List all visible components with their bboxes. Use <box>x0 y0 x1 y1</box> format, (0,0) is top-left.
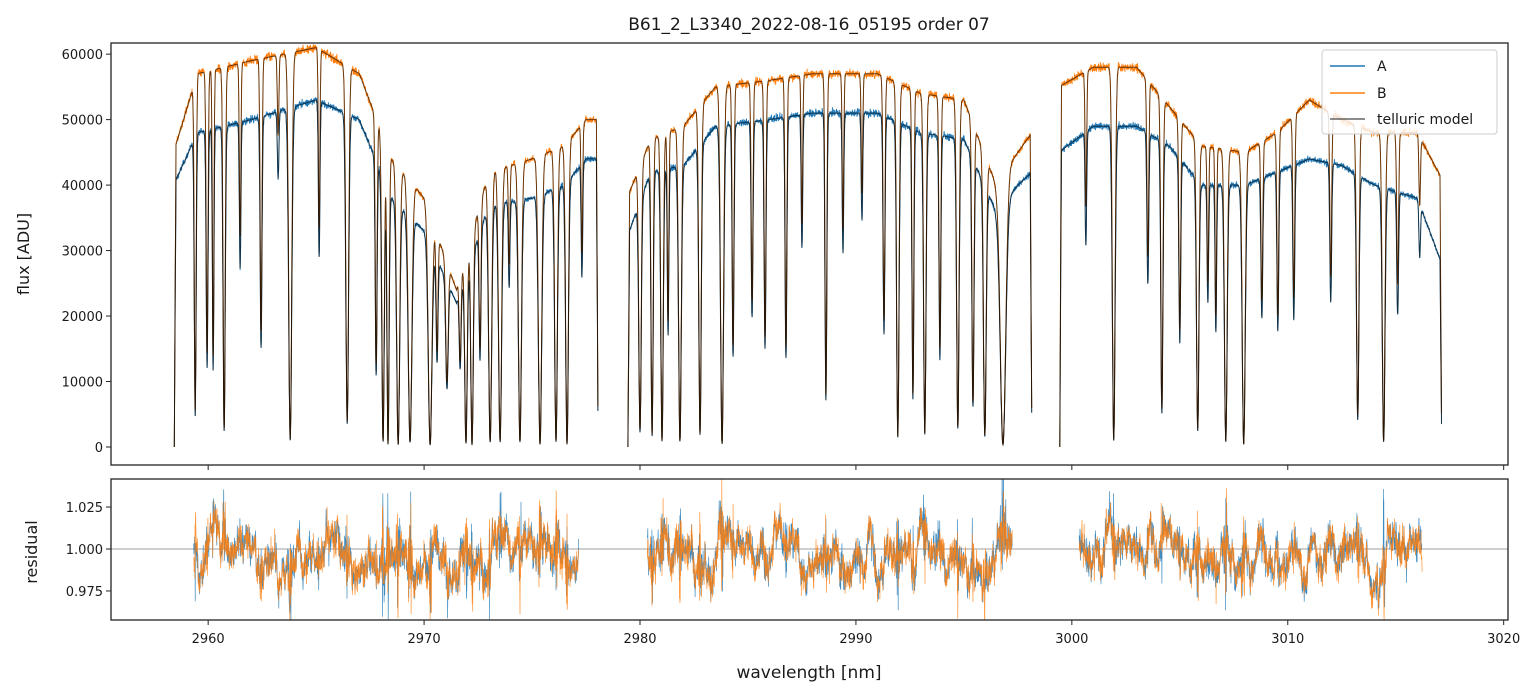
flux-ytick-label: 0 <box>95 441 103 456</box>
flux-ytick-label: 20000 <box>62 310 103 325</box>
flux-ytick-label: 40000 <box>62 179 103 194</box>
xtick-label: 2970 <box>408 632 441 647</box>
residual-panel: 0.975 1.000 1.025 2960 2970 2980 2990 3000 3010… <box>22 478 1520 683</box>
legend-label-b: B <box>1377 86 1387 102</box>
xtick-label: 2960 <box>192 632 225 647</box>
residual-line-b <box>193 490 579 620</box>
flux-ytick-label: 60000 <box>62 48 103 63</box>
xlabel: wavelength [nm] <box>736 663 881 683</box>
flux-panel: 0 10000 20000 30000 40000 50000 60000 flux [AD… <box>14 42 1509 470</box>
xtick-label: 3020 <box>1487 632 1520 647</box>
telluric-model-line-b <box>173 47 599 448</box>
telluric-model-line-a <box>627 112 1033 448</box>
xtick-label: 3010 <box>1271 632 1304 647</box>
residual-ylabel: residual <box>22 520 41 583</box>
telluric-model-line-b <box>627 73 1033 448</box>
residual-ytick-label: 0.975 <box>66 585 103 600</box>
flux-axes-frame <box>110 42 1509 466</box>
xtick-label: 2980 <box>623 632 656 647</box>
legend-label-model: telluric model <box>1377 112 1473 128</box>
flux-ytick-label: 50000 <box>62 114 103 129</box>
legend-label-a: A <box>1377 59 1387 75</box>
telluric-model-line-a <box>1059 125 1442 448</box>
legend: A B telluric model <box>1321 49 1498 135</box>
flux-line-a <box>1059 121 1442 448</box>
residual-line-b <box>1078 488 1423 620</box>
xtick-label: 2990 <box>839 632 872 647</box>
flux-ytick-label: 10000 <box>62 376 103 391</box>
flux-ytick-label: 30000 <box>62 245 103 260</box>
chart-title: B61_2_L3340_2022-08-16_05195 order 07 <box>628 15 990 35</box>
residual-ytick-label: 1.000 <box>66 543 103 558</box>
residual-line-b <box>646 479 1013 620</box>
xtick-label: 3000 <box>1055 632 1088 647</box>
flux-ylabel: flux [ADU] <box>14 213 33 295</box>
residual-axes-frame <box>110 478 1509 621</box>
residual-ytick-label: 1.025 <box>66 501 103 516</box>
